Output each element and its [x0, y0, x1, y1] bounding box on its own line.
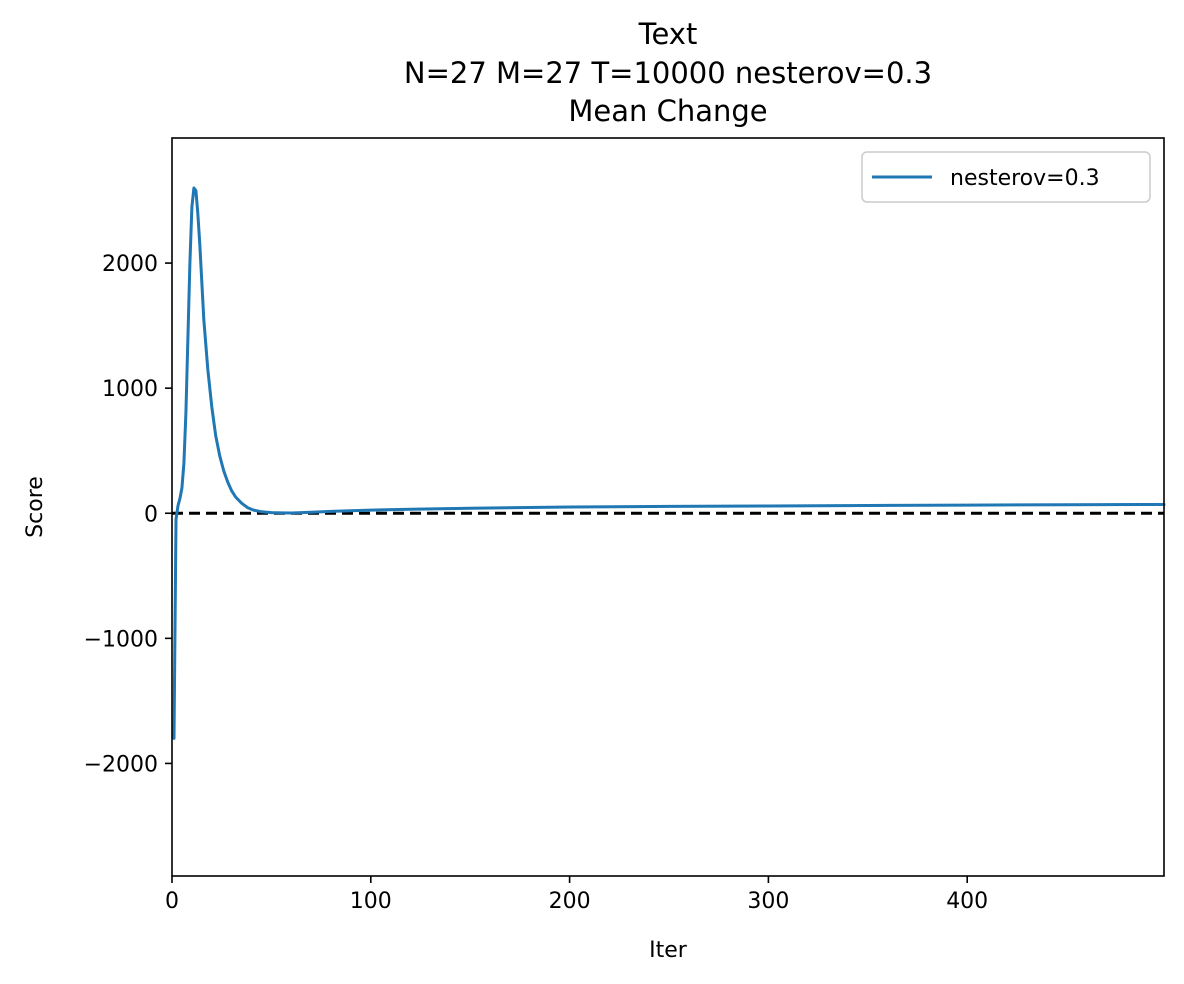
x-tick-label: 100 — [350, 889, 392, 914]
x-tick-label: 400 — [946, 889, 988, 914]
legend: nesterov=0.3 — [861, 151, 1151, 203]
y-tick-label: 1000 — [102, 377, 158, 402]
x-tick-label: 300 — [747, 889, 789, 914]
y-tick-label: 2000 — [102, 252, 158, 277]
series-line-0 — [172, 186, 1166, 740]
legend-series-label: nesterov=0.3 — [950, 166, 1100, 191]
y-tick-label: 0 — [144, 502, 158, 527]
chart-title-line-3: Mean Change — [568, 94, 767, 128]
y-tick-label: −2000 — [84, 752, 158, 777]
x-tick-label: 0 — [165, 889, 179, 914]
x-tick-label: 200 — [549, 889, 591, 914]
chart-title-line-2: N=27 M=27 T=10000 nesterov=0.3 — [404, 56, 932, 90]
y-axis-label: Score — [23, 476, 48, 538]
chart-title-line-1: Text — [638, 17, 698, 51]
legend-box — [861, 151, 1151, 203]
axes-frame — [171, 137, 1165, 877]
y-tick-label: −1000 — [84, 627, 158, 652]
plot-area — [172, 186, 1166, 740]
x-axis-label: Iter — [649, 938, 688, 963]
